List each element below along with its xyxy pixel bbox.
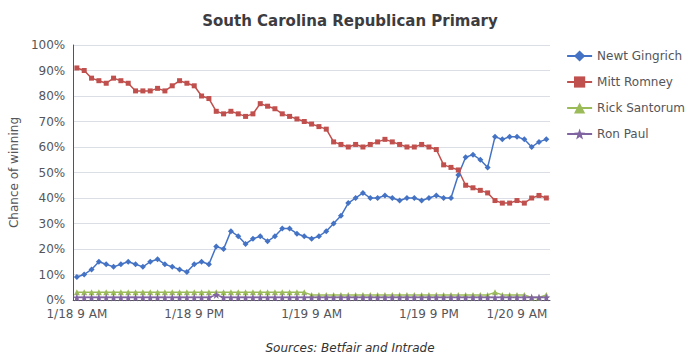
svg-text:Chance of winning: Chance of winning [7, 117, 21, 228]
svg-text:Rick Santorum: Rick Santorum [597, 101, 685, 115]
svg-text:Sources: Betfair and Intrade: Sources: Betfair and Intrade [265, 341, 434, 355]
svg-text:100%: 100% [31, 38, 65, 52]
svg-text:1/19 9 PM: 1/19 9 PM [399, 307, 459, 321]
svg-text:1/18 9 PM: 1/18 9 PM [164, 307, 224, 321]
svg-text:70%: 70% [39, 115, 66, 129]
svg-text:1/20 9 AM: 1/20 9 AM [487, 307, 548, 321]
svg-text:Newt Gingrich: Newt Gingrich [597, 49, 682, 63]
svg-text:20%: 20% [39, 242, 66, 256]
svg-text:60%: 60% [39, 140, 66, 154]
svg-text:1/18 9 AM: 1/18 9 AM [46, 307, 107, 321]
svg-text:30%: 30% [39, 217, 66, 231]
svg-text:Mitt Romney: Mitt Romney [597, 75, 673, 89]
svg-text:50%: 50% [39, 166, 66, 180]
svg-text:10%: 10% [39, 268, 66, 282]
svg-text:40%: 40% [39, 191, 66, 205]
svg-text:80%: 80% [39, 89, 66, 103]
svg-text:0%: 0% [46, 293, 65, 307]
svg-text:South Carolina Republican Prim: South Carolina Republican Primary [202, 12, 498, 30]
svg-text:Ron Paul: Ron Paul [597, 127, 649, 141]
svg-text:1/19 9 AM: 1/19 9 AM [281, 307, 342, 321]
svg-text:90%: 90% [39, 64, 66, 78]
